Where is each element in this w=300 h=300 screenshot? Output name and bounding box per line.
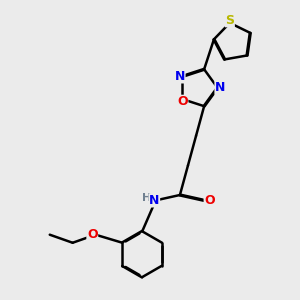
Text: O: O bbox=[87, 228, 98, 241]
Text: O: O bbox=[204, 194, 215, 207]
Text: N: N bbox=[215, 81, 225, 94]
Text: S: S bbox=[225, 14, 234, 27]
Text: N: N bbox=[175, 70, 185, 83]
Text: N: N bbox=[149, 194, 160, 207]
Text: O: O bbox=[177, 95, 188, 108]
Text: H: H bbox=[142, 193, 151, 203]
